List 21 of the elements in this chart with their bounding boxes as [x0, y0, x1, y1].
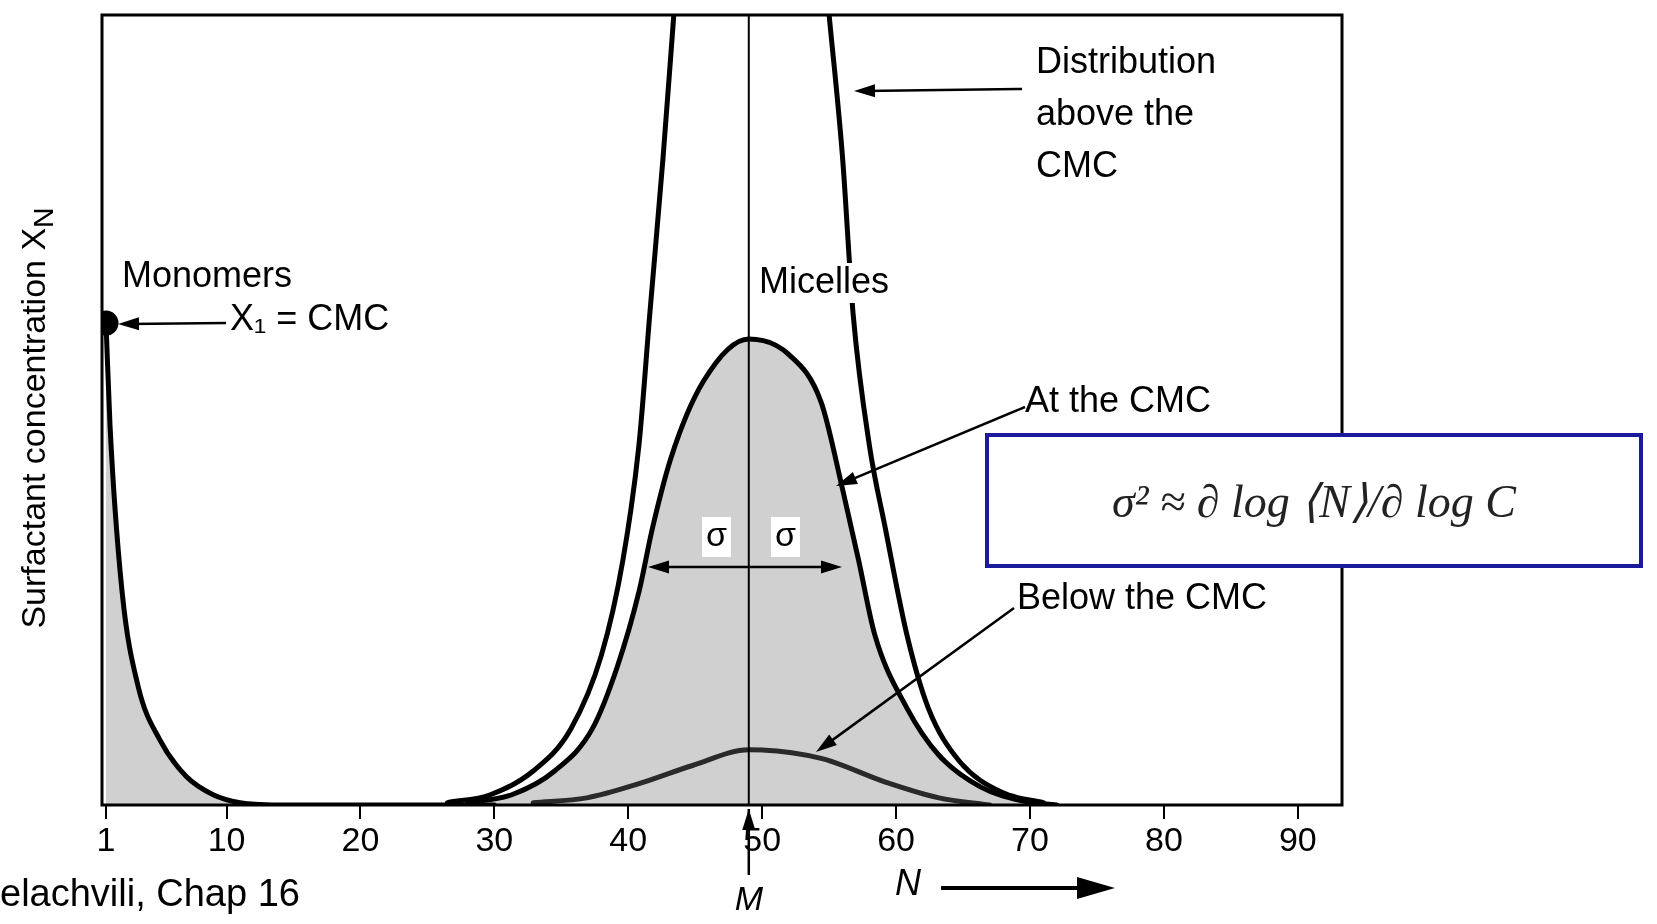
x-tick-label: 10 [207, 819, 246, 858]
annotation: X₁ = CMC [230, 296, 390, 338]
annotation: Below the CMC [1017, 575, 1268, 617]
x-tick-label: 30 [475, 819, 514, 858]
annotation: Distribution above the CMC [1036, 39, 1217, 185]
x-axis-title: N [895, 862, 922, 904]
annotation: Monomers [122, 253, 293, 295]
annotation: Micelles [759, 259, 890, 301]
annotation: σ [775, 515, 796, 554]
annotation: At the CMC [1025, 378, 1212, 420]
x-tick-label: 60 [877, 819, 915, 858]
formula-box: σ² ≈ ∂ log ⟨N⟩/∂ log C [985, 433, 1643, 568]
x-tick-label: 80 [1144, 819, 1183, 858]
x-tick-label: 20 [341, 819, 380, 858]
ref-line-label: M [734, 879, 764, 918]
x-tick-label: 40 [609, 819, 648, 858]
text: elachvili, Chap 16 [0, 872, 300, 915]
x-tick-label: 90 [1278, 819, 1317, 858]
x-tick-label: 1 [96, 819, 116, 858]
annotation: σ [706, 515, 727, 554]
x-tick-label: 70 [1011, 819, 1049, 858]
